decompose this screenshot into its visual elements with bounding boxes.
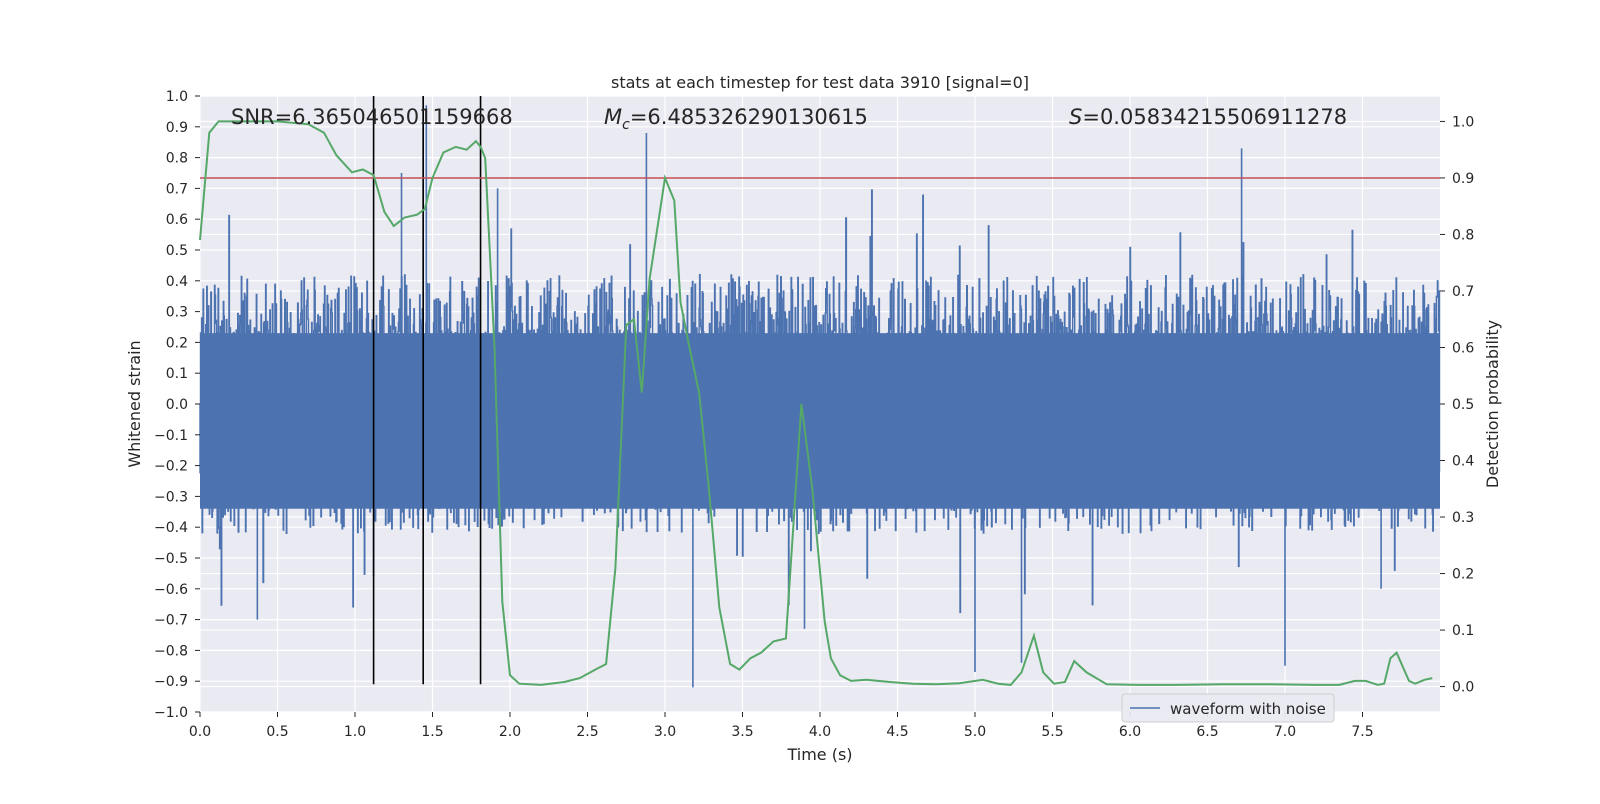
s-symbol: S <box>1069 105 1082 129</box>
s-value: =0.05834215506911278 <box>1082 105 1347 129</box>
probability-line <box>199 120 1433 686</box>
x-axis-label: Time (s) <box>786 745 852 764</box>
y-tick-label: 0.1 <box>166 366 188 382</box>
x-tick-label: 6.5 <box>1196 724 1218 740</box>
y-tick-label: −0.3 <box>154 489 188 505</box>
y2-tick-label: 0.7 <box>1452 284 1474 300</box>
x-tick-label: 5.5 <box>1041 724 1063 740</box>
y-tick-label: −0.9 <box>154 674 188 690</box>
y-tick-label: −0.2 <box>154 459 188 475</box>
y-tick-label: 0.6 <box>166 212 188 228</box>
x-tick-label: 2.0 <box>499 724 521 740</box>
x-tick-label: 0.5 <box>266 724 288 740</box>
legend: waveform with noise <box>1121 693 1335 723</box>
y-tick-label: −0.8 <box>154 643 188 659</box>
legend-box <box>1121 693 1335 723</box>
x-tick-label: 7.0 <box>1274 724 1296 740</box>
x-tick-label: 2.5 <box>576 724 598 740</box>
x-tick-label: 1.5 <box>421 724 443 740</box>
y2-tick-label: 0.4 <box>1452 454 1474 470</box>
y2-tick-label: 0.6 <box>1452 340 1474 356</box>
y-tick-label: −0.1 <box>154 428 188 444</box>
y-tick-label: −0.7 <box>154 613 188 629</box>
y-tick-label: 0.9 <box>166 120 188 136</box>
x-tick-label: 3.0 <box>654 724 676 740</box>
legend-label: waveform with noise <box>1170 700 1326 718</box>
y2-tick-label: 0.2 <box>1452 567 1474 583</box>
y-tick-label: 0.5 <box>166 243 188 259</box>
y2-axis-ticks: 0.0 0.1 0.2 0.3 0.4 0.5 0.6 0.7 0.8 0.9 1.0 <box>1440 114 1474 696</box>
chirp-mass-value: =6.485326290130615 <box>630 105 868 129</box>
marker-lines <box>372 96 482 685</box>
x-axis-ticks: 0.0 0.5 1.0 1.5 2.0 2.5 3.0 3.5 4.0 4.5 5.0 5.5 6.0 6… <box>189 712 1374 740</box>
y-tick-label: 0.3 <box>166 305 188 321</box>
y-tick-label: 0.2 <box>166 335 188 351</box>
y2-tick-label: 0.3 <box>1452 510 1474 526</box>
y-tick-label: −1.0 <box>154 705 188 721</box>
snr-annotation: SNR=6.365046501159668 <box>231 105 513 129</box>
x-tick-label: 5.0 <box>964 724 986 740</box>
y2-tick-label: 0.9 <box>1452 171 1474 187</box>
y-tick-label: 0.7 <box>166 181 188 197</box>
y-tick-label: 1.0 <box>166 89 188 105</box>
y-axis-ticks: −1.0 −0.9 −0.8 −0.7 −0.6 −0.5 −0.4 −0.3 −0.2 −0.1… <box>154 89 200 721</box>
noise-band <box>200 333 1440 509</box>
y2-tick-label: 0.5 <box>1452 397 1474 413</box>
chirp-mass-annotation: Mc=6.485326290130615 <box>604 105 868 133</box>
y-tick-label: −0.5 <box>154 551 188 567</box>
y2-tick-label: 0.0 <box>1452 680 1474 696</box>
x-tick-label: 4.0 <box>809 724 831 740</box>
x-tick-label: 0.0 <box>189 724 211 740</box>
chirp-mass-symbol: M <box>604 105 622 129</box>
y-tick-label: 0.4 <box>166 274 188 290</box>
y2-tick-label: 1.0 <box>1452 114 1474 130</box>
x-tick-label: 7.5 <box>1351 724 1373 740</box>
y2-tick-label: 0.8 <box>1452 227 1474 243</box>
y-tick-label: −0.6 <box>154 582 188 598</box>
probability-line-path <box>199 120 1433 686</box>
chart-title: stats at each timestep for test data 391… <box>611 73 1029 92</box>
y2-tick-label: 0.1 <box>1452 623 1474 639</box>
x-tick-label: 6.0 <box>1119 724 1141 740</box>
s-annotation: S=0.05834215506911278 <box>1069 105 1347 129</box>
chirp-mass-subscript: c <box>622 117 630 133</box>
x-tick-label: 3.5 <box>731 724 753 740</box>
y-tick-label: 0.8 <box>166 151 188 167</box>
x-tick-label: 1.0 <box>344 724 366 740</box>
x-tick-label: 4.5 <box>886 724 908 740</box>
y-tick-label: 0.0 <box>166 397 188 413</box>
y2-axis-label: Detection probability <box>1483 320 1502 488</box>
y-tick-label: −0.4 <box>154 520 188 536</box>
y-axis-label: Whitened strain <box>125 340 144 467</box>
